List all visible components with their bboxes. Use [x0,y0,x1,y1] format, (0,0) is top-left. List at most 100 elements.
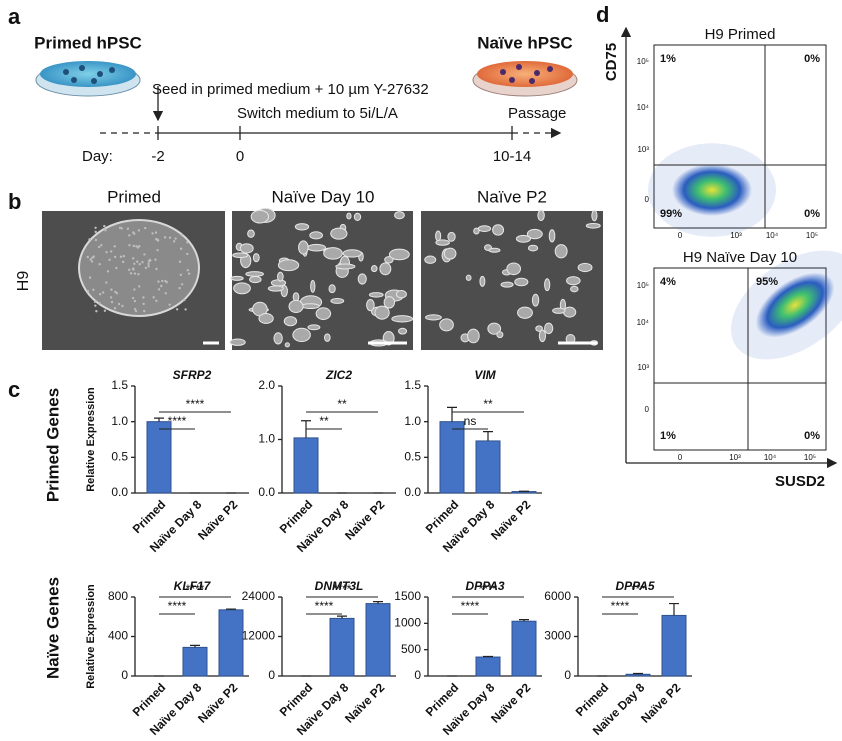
y-tick-label: 1.5 [404,378,421,392]
significance-label: **** [479,582,498,596]
cell [98,293,102,296]
significance-label: **** [461,599,480,613]
significance-label: ** [319,414,329,428]
cell [258,313,274,324]
cell [147,262,150,266]
cell [527,244,539,252]
cell [368,292,384,298]
cell [98,302,101,305]
quadrant-percent: 0% [804,430,820,442]
cell [131,296,135,300]
cell [178,286,181,290]
y-tick-label: 10⁵ [637,281,649,290]
cell [315,307,332,320]
cell [544,278,551,292]
cell [391,315,414,323]
step: Switch medium to 5i/L/A [237,105,398,122]
cell [174,237,177,240]
bar [182,646,208,677]
cell [526,228,543,240]
cell [152,296,155,299]
y-tick-label: 0 [645,405,650,414]
row-label: Primed Genes [43,388,62,502]
cell [101,291,105,294]
cell [514,277,529,287]
row-label: Naïve Genes [43,577,62,679]
bar [625,673,651,677]
cell [247,229,255,238]
cell [488,247,501,253]
cell [109,296,113,299]
cell [103,224,106,228]
cell [144,266,148,270]
significance-label: **** [611,599,630,613]
cell [424,255,437,264]
cell [121,260,125,264]
cell [577,262,593,273]
cell [94,226,97,230]
cell [89,258,92,261]
y-tick-label: 0 [414,668,421,682]
cell [103,228,106,231]
cell [105,250,108,254]
cell [496,331,504,339]
significance-label: **** [168,599,187,613]
cell [180,233,183,237]
cell [133,288,136,291]
cell [229,338,246,346]
cell [86,255,89,259]
cell [232,252,249,259]
x-tick-label: 10³ [729,453,741,462]
y-tick-label: 1.0 [258,432,275,446]
error-bar [483,655,493,658]
cell [147,265,150,268]
cell [100,244,103,247]
cell [239,243,254,254]
cell [129,272,133,275]
y-tick-label: 0 [564,668,571,682]
cell [119,255,123,258]
significance-label: ** [337,397,347,411]
cell [479,275,486,287]
bar [439,421,465,494]
cell [122,254,126,258]
cell [132,244,135,248]
cell [133,307,137,311]
chart-title: DNMT3L [315,579,364,593]
cell [283,316,298,327]
cell [115,266,118,270]
error-bar [519,619,529,622]
cell [168,236,172,239]
significance-label: *** [631,582,645,596]
cell [424,314,442,321]
cell [388,248,410,261]
micrographs [42,207,603,350]
x-tick-label: 10⁵ [806,231,818,240]
cell [114,290,117,294]
cell [179,247,183,250]
cell [128,243,131,247]
cell [252,253,260,263]
cell [366,298,375,312]
cell [300,303,320,310]
bar [365,603,391,677]
cell [133,262,136,265]
x-tick-label: Naïve P2 [195,680,241,726]
error-bar [633,672,643,675]
cell [90,260,94,263]
cell [357,273,367,285]
cell [94,230,97,234]
error-bar [447,406,457,422]
cell [531,293,540,307]
cell [273,332,283,345]
x-tick-label: 0 [678,453,683,462]
y-tick-label: 24000 [242,589,276,603]
cell [180,283,184,286]
significance-label: ** [483,397,493,411]
error-bar [669,602,679,616]
cell [267,285,284,292]
column-title: Naïve P2 [477,187,547,206]
cell [566,276,581,286]
cell [108,258,111,262]
y-tick-label: 1.0 [111,414,128,428]
